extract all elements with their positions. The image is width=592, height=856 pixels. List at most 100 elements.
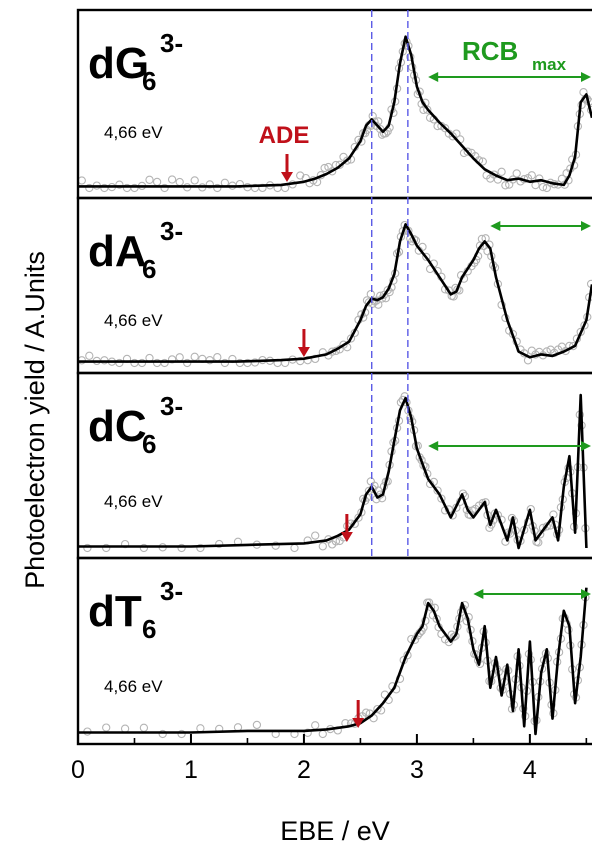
data-point — [569, 341, 578, 351]
data-point — [213, 353, 222, 362]
data-point — [512, 169, 521, 178]
data-point — [437, 494, 446, 503]
rcb-arrow-head-left — [428, 441, 439, 451]
rcb-max-label: RCB — [462, 36, 518, 66]
data-point — [318, 542, 327, 551]
data-points — [83, 593, 590, 739]
rcb-arrow-head-left — [490, 221, 501, 231]
data-point — [213, 183, 222, 193]
panel-label-subscript: 6 — [142, 254, 156, 284]
data-point — [534, 538, 543, 547]
data-point — [145, 175, 154, 184]
spectrum-line — [78, 393, 588, 550]
panel-frame — [76, 196, 592, 375]
rcb-max-subscript: max — [532, 55, 567, 74]
data-point — [83, 543, 92, 553]
data-point — [137, 358, 147, 368]
reference-lines — [371, 10, 409, 558]
data-point — [252, 720, 262, 730]
data-point — [364, 298, 374, 307]
photon-energy-label: 4,66 eV — [104, 123, 163, 142]
data-point — [215, 539, 224, 549]
data-point — [478, 157, 487, 166]
data-point — [102, 543, 111, 553]
panel-label: dT — [88, 587, 142, 636]
data-point — [175, 353, 184, 362]
data-point — [320, 163, 329, 173]
data-point — [328, 347, 337, 356]
data-point — [160, 358, 169, 368]
data-point — [535, 174, 544, 183]
ade-arrow-head — [297, 347, 310, 357]
photon-energy-label: 4,66 eV — [104, 677, 163, 696]
data-point — [177, 543, 186, 553]
data-point — [177, 729, 186, 739]
data-point — [542, 522, 551, 531]
data-point — [139, 543, 149, 553]
ade-arrow-head — [280, 172, 293, 182]
data-point — [501, 181, 510, 190]
x-tick-label: 1 — [184, 756, 198, 784]
data-point — [160, 183, 169, 193]
rcb-arrow-head-left — [473, 589, 484, 599]
x-axis-label: EBE / eV — [280, 816, 390, 846]
data-point — [190, 352, 199, 361]
panel-label-superscript: 3- — [160, 576, 183, 606]
panel-label-subscript: 6 — [142, 614, 156, 644]
data-point — [190, 176, 199, 185]
rcb-arrow-head-right — [581, 589, 591, 599]
photon-energy-label: 4,66 eV — [104, 311, 163, 330]
panel-3 — [78, 587, 590, 739]
data-point — [373, 704, 382, 714]
data-point — [290, 543, 299, 553]
ade-label: ADE — [259, 122, 310, 149]
data-point — [527, 171, 536, 180]
data-point — [303, 728, 312, 737]
data-point — [115, 358, 124, 368]
panel-label-subscript: 6 — [142, 429, 156, 459]
data-point — [346, 334, 356, 343]
data-point — [235, 179, 245, 189]
panel-0 — [78, 35, 592, 193]
data-point — [158, 729, 167, 739]
data-point — [433, 121, 442, 131]
spectrum-line — [78, 35, 592, 188]
panel-label: dC — [88, 402, 147, 451]
photon-energy-label: 4,66 eV — [104, 492, 163, 511]
data-point — [366, 289, 375, 299]
x-tick-label: 4 — [523, 756, 537, 784]
data-point — [318, 729, 327, 739]
x-tick-label: 0 — [71, 756, 85, 784]
ade-arrow-head — [340, 532, 353, 542]
data-point — [250, 358, 260, 367]
data-point — [102, 723, 111, 732]
data-point — [452, 129, 461, 138]
panel-1 — [78, 220, 592, 368]
x-tick-label: 2 — [297, 756, 311, 784]
data-point — [205, 180, 214, 189]
data-point — [422, 252, 431, 262]
rcb-arrow-head-right — [581, 221, 591, 231]
data-point — [167, 175, 177, 184]
data-point — [183, 358, 192, 368]
panel-label-superscript: 3- — [160, 216, 183, 246]
data-point — [311, 531, 320, 540]
rcb-arrow-head-right — [581, 72, 591, 82]
data-point — [205, 356, 214, 365]
data-point — [433, 486, 442, 495]
panel-label: dG — [88, 39, 149, 88]
panel-label-subscript: 6 — [142, 66, 156, 96]
data-point — [85, 351, 94, 360]
panel-label-superscript: 3- — [160, 28, 183, 58]
rcb-arrow-head-left — [428, 72, 439, 82]
data-point — [167, 355, 177, 364]
data-point — [271, 541, 280, 550]
panel-label-superscript: 3- — [160, 391, 183, 421]
data-point — [497, 167, 506, 176]
ade-arrow-head — [352, 718, 365, 728]
panel-2 — [78, 392, 590, 553]
data-point — [328, 167, 337, 176]
data-point — [85, 183, 94, 193]
